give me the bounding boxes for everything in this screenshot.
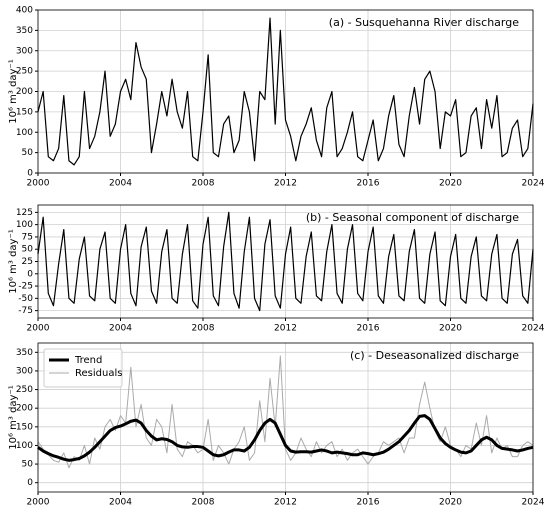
y-tick-label: -50: [18, 294, 33, 304]
y-axis-label: 10⁶ m³ day⁻¹: [8, 229, 19, 294]
data-line: [37, 17, 534, 166]
y-tick-label: 350: [16, 348, 33, 358]
y-tick-label: 50: [22, 245, 34, 255]
y-axis-label: 10⁶ m³ day⁻¹: [8, 385, 19, 450]
data-line: [37, 355, 534, 469]
x-tick-label: 2024: [522, 498, 545, 508]
x-tick-label: 2020: [439, 324, 462, 334]
y-tick-label: 250: [16, 385, 33, 395]
y-tick-label: 50: [22, 460, 34, 470]
y-tick-label: 150: [16, 107, 33, 117]
y-tick-label: 0: [27, 169, 33, 179]
x-tick-label: 2016: [357, 498, 380, 508]
x-tick-label: 2020: [439, 498, 462, 508]
x-tick-label: 2000: [27, 179, 50, 189]
panel-title: (c) - Deseasonalized discharge: [350, 349, 519, 362]
y-tick-label: -75: [18, 306, 33, 316]
legend-label: Trend: [74, 355, 102, 366]
y-tick-label: 100: [16, 220, 33, 230]
x-tick-label: 2004: [109, 498, 132, 508]
x-tick-label: 2012: [274, 324, 297, 334]
legend-label: Residuals: [75, 368, 122, 379]
x-tick-label: 2004: [109, 179, 132, 189]
y-tick-label: 75: [22, 232, 33, 242]
x-tick-label: 2000: [27, 324, 50, 334]
x-tick-label: 2008: [192, 324, 215, 334]
x-tick-label: 2004: [109, 324, 132, 334]
y-tick-label: 300: [16, 46, 33, 56]
y-tick-label: -25: [18, 282, 33, 292]
y-tick-label: 100: [16, 441, 33, 451]
x-tick-label: 2000: [27, 498, 50, 508]
plot-frame: [37, 342, 534, 493]
x-tick-label: 2016: [357, 324, 380, 334]
y-tick-label: 300: [16, 366, 33, 376]
y-tick-label: 250: [16, 67, 33, 77]
x-tick-label: 2012: [274, 498, 297, 508]
y-tick-label: 200: [16, 404, 33, 414]
y-tick-label: 200: [16, 87, 33, 97]
plot-frame: [37, 204, 534, 319]
x-tick-label: 2024: [522, 179, 545, 189]
panel-title: (a) - Susquehanna River discharge: [329, 16, 519, 29]
y-tick-label: 125: [16, 208, 33, 218]
x-tick-label: 2008: [192, 179, 215, 189]
y-tick-label: 0: [27, 269, 33, 279]
y-tick-label: 50: [22, 148, 34, 158]
y-tick-label: 400: [16, 6, 33, 16]
x-tick-label: 2020: [439, 179, 462, 189]
data-line: [37, 211, 534, 312]
plot-frame: [37, 9, 534, 174]
y-axis-label: 10⁶ m³ day⁻¹: [8, 59, 19, 124]
x-tick-label: 2024: [522, 324, 545, 334]
y-tick-label: 25: [22, 257, 33, 267]
x-tick-label: 2012: [274, 179, 297, 189]
data-line: [37, 414, 534, 462]
y-tick-label: 0: [27, 478, 33, 488]
x-tick-label: 2008: [192, 498, 215, 508]
panel-title: (b) - Seasonal component of discharge: [306, 211, 519, 224]
y-tick-label: 350: [16, 26, 33, 36]
y-tick-label: 150: [16, 422, 33, 432]
y-tick-label: 100: [16, 128, 33, 138]
x-tick-label: 2016: [357, 179, 380, 189]
